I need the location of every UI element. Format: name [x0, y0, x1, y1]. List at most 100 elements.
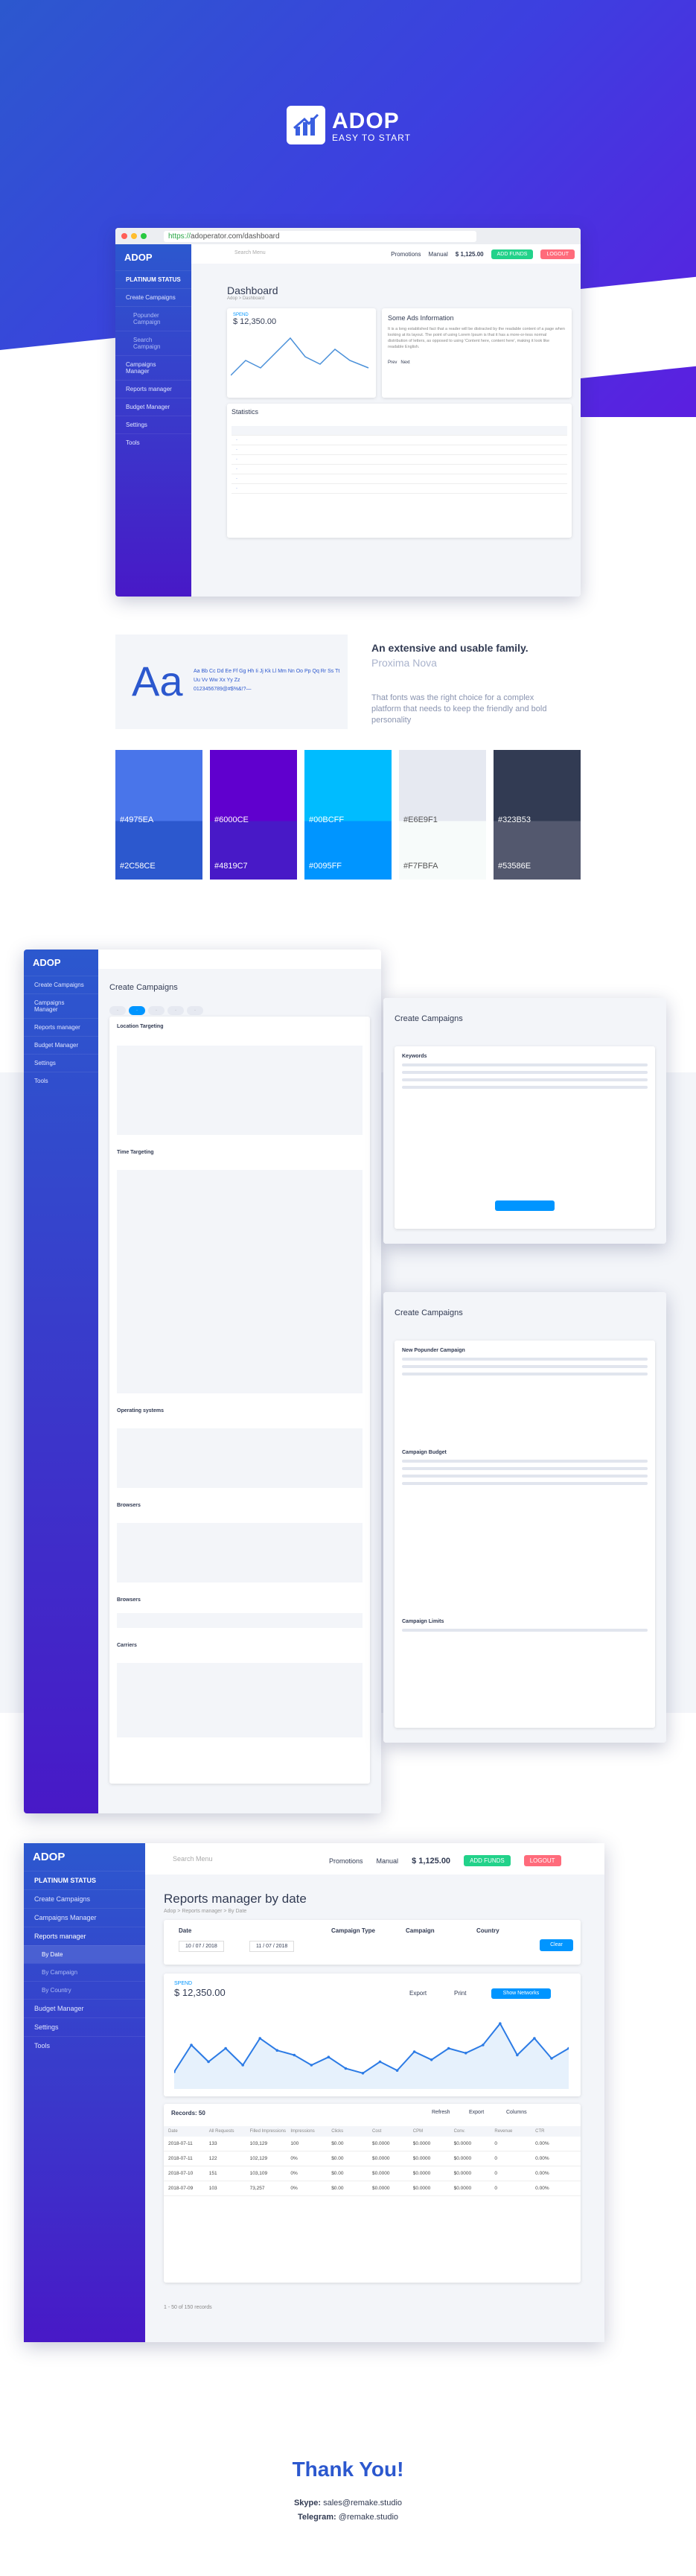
color-swatch: #00BCFF #0095FF: [304, 750, 392, 880]
sidebar-sub-bycampaign[interactable]: By Campaign: [24, 1963, 145, 1981]
mini-line-chart: [230, 337, 369, 376]
sidebar-item-campaigns-3[interactable]: Campaigns Manager: [24, 1908, 145, 1927]
sidebar-item-create-3[interactable]: Create Campaigns: [24, 1889, 145, 1908]
date-to-input[interactable]: 11 / 07 / 2018: [249, 1941, 295, 1952]
color-swatch: #4975EA #2C58CE: [115, 750, 202, 880]
chart-point: [190, 2044, 193, 2047]
swatch-bottom-label: #2C58CE: [120, 862, 156, 871]
sidebar-item-campaigns[interactable]: Campaigns Manager: [115, 355, 191, 380]
font-name: Proxima Nova: [371, 657, 437, 669]
chart-point: [447, 2047, 450, 2050]
sidebar-item-budget[interactable]: Budget Manager: [115, 398, 191, 416]
add-funds-button-3[interactable]: ADD FUNDS: [464, 1855, 511, 1866]
prev-button[interactable]: Prev: [388, 360, 398, 365]
search-input-3[interactable]: Search Menu: [173, 1855, 213, 1863]
browser-bar: https://adoperator.com/dashboard: [115, 228, 581, 244]
table-row[interactable]: 2018-07-10 151 103,109 0% $0.00 $0.0000 $0.000…: [164, 2166, 581, 2181]
date-from-input[interactable]: 10 / 07 / 2018: [179, 1941, 224, 1952]
next-button[interactable]: Next: [400, 360, 410, 365]
add-funds-button[interactable]: ADD FUNDS: [491, 249, 534, 259]
sidebar-item-reports-3[interactable]: Reports manager: [24, 1927, 145, 1945]
table-cell: 0.00%: [535, 2156, 549, 2161]
sidebar-sub-popunder[interactable]: Popunder Campaign: [115, 306, 191, 331]
status-badge-3: PLATINUM STATUS: [24, 1871, 145, 1889]
logout-button[interactable]: LOGOUT: [540, 249, 575, 259]
create-campaign-browser: ADOP Create Campaigns Campaigns Manager …: [24, 950, 381, 1813]
type-heading: An extensive and usable family.: [371, 642, 529, 654]
table-cell: $0.0000: [453, 2156, 472, 2161]
export-button[interactable]: Export: [409, 1990, 427, 1997]
glyph-sample: Aa: [132, 658, 183, 705]
pager: 1 - 50 of 150 records: [164, 2305, 212, 2310]
sidebar-logo-2[interactable]: ADOP: [33, 957, 61, 968]
refresh-button[interactable]: Refresh: [432, 2110, 450, 2115]
chart-point: [327, 2055, 331, 2058]
info-text: It is a long established fact that a rea…: [388, 327, 565, 349]
table-row[interactable]: 2018-07-11 122 102,129 0% $0.00 $0.0000 $0.000…: [164, 2152, 581, 2166]
sidebar-item-create-2[interactable]: Create Campaigns: [24, 976, 98, 993]
chart-point: [344, 2067, 348, 2070]
table-cell: 0.00%: [535, 2141, 549, 2146]
reports-line-chart: [174, 2022, 569, 2089]
sidebar-logo-3[interactable]: ADOP: [33, 1851, 66, 1863]
sidebar-sub-bydate[interactable]: By Date: [24, 1945, 145, 1963]
table-header-cell: Revenue: [494, 2129, 513, 2134]
table-cell: 0%: [290, 2186, 298, 2191]
sidebar-logo[interactable]: ADOP: [124, 252, 153, 263]
targeting-form: Location Targeting Time Targeting Operat…: [109, 1017, 370, 1784]
sidebar-item-settings-2[interactable]: Settings: [24, 1054, 98, 1072]
sidebar-item-tools-3[interactable]: Tools: [24, 2036, 145, 2055]
keywords-browser: Create Campaigns Keywords: [383, 998, 666, 1244]
table-header-cell: Filled Impressions: [249, 2129, 286, 2134]
sidebar-item-settings-3[interactable]: Settings: [24, 2017, 145, 2036]
table-cell: $0.0000: [412, 2141, 431, 2146]
stats-card: Statistics · · · · · ·: [227, 404, 572, 538]
sidebar-item-reports[interactable]: Reports manager: [115, 380, 191, 398]
chart-point: [378, 2060, 382, 2064]
sidebar-sub-bycountry[interactable]: By Country: [24, 1981, 145, 1999]
table-row[interactable]: 2018-07-09 103 73,257 0% $0.00 $0.0000 $0.0000…: [164, 2181, 581, 2196]
table-cell: 103,129: [249, 2141, 268, 2146]
section-location: Location Targeting: [117, 1024, 164, 1029]
section-browsers-2: Browsers: [117, 1597, 141, 1603]
sidebar-item-budget-2[interactable]: Budget Manager: [24, 1036, 98, 1054]
nav-promotions[interactable]: Promotions: [391, 250, 421, 258]
nav-promotions-3[interactable]: Promotions: [329, 1857, 363, 1865]
show-networks-button[interactable]: Show Networks: [491, 1988, 551, 1999]
chart-point: [361, 2072, 365, 2075]
nav-manual-3[interactable]: Manual: [376, 1857, 399, 1865]
columns-button[interactable]: Columns: [506, 2110, 527, 2115]
sidebar-item-create[interactable]: Create Campaigns: [115, 288, 191, 306]
table-export-button[interactable]: Export: [469, 2110, 485, 2115]
swatch-top-label: #4975EA: [120, 815, 154, 824]
sidebar-item-reports-2[interactable]: Reports manager: [24, 1018, 98, 1036]
table-cell: $0.0000: [371, 2156, 390, 2161]
table-header-cell: Cost: [371, 2129, 382, 2134]
table-cell: $0.00: [331, 2156, 344, 2161]
sidebar-sub-search[interactable]: Search Campaign: [115, 331, 191, 355]
print-button[interactable]: Print: [454, 1990, 467, 1997]
search-input[interactable]: Search Menu: [234, 250, 266, 255]
table-cell: 133: [208, 2141, 217, 2146]
sidebar-item-campaigns-2[interactable]: Campaigns Manager: [24, 993, 98, 1018]
table-cell: $0.0000: [371, 2141, 390, 2146]
swatch-top-label: #E6E9F1: [403, 815, 438, 824]
address-bar[interactable]: https://adoperator.com/dashboard: [164, 230, 476, 242]
sidebar-item-tools[interactable]: Tools: [115, 433, 191, 451]
nav-manual[interactable]: Manual: [428, 250, 448, 258]
balance: $ 1,125.00: [455, 250, 484, 258]
clear-button[interactable]: Clear: [540, 1939, 573, 1951]
sidebar-item-tools-2[interactable]: Tools: [24, 1072, 98, 1090]
top-bar-3: Promotions Manual $ 1,125.00 ADD FUNDS L…: [329, 1855, 561, 1866]
chart-point: [430, 2058, 433, 2061]
logout-button-3[interactable]: LOGOUT: [523, 1855, 561, 1866]
alphabet-sample: Aa Bb Cc Dd Ee Ff Gg Hh Ii Jj Kk Ll Mm N…: [194, 669, 340, 683]
table-cell: 2018-07-11: [168, 2156, 193, 2161]
chart-point: [412, 2050, 416, 2053]
sidebar-item-settings[interactable]: Settings: [115, 416, 191, 433]
swatch-bottom-label: #4819C7: [214, 862, 248, 871]
sidebar-item-budget-3[interactable]: Budget Manager: [24, 1999, 145, 2017]
chart-point: [293, 2053, 296, 2057]
table-row[interactable]: 2018-07-11 133 103,129 100 $0.00 $0.0000 $0.00…: [164, 2137, 581, 2152]
